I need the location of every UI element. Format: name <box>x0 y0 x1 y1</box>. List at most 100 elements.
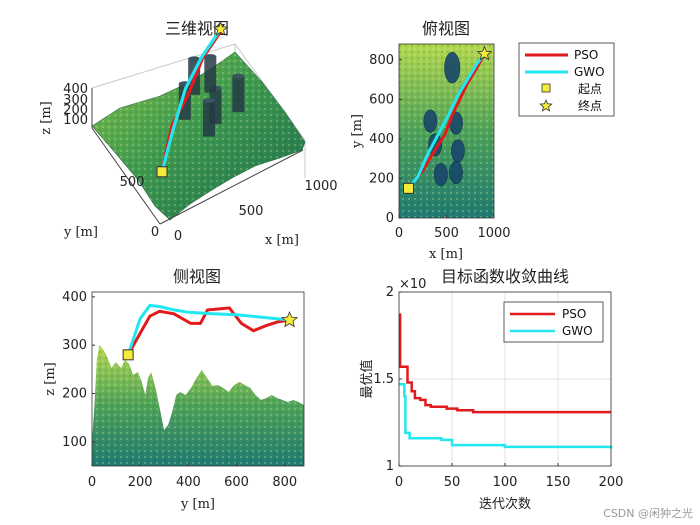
y-tick-side: 400 <box>62 290 87 305</box>
z-tick-3d: 400 <box>63 82 88 97</box>
gwo-path-3d <box>160 28 222 173</box>
y-tick-top: 800 <box>369 53 394 68</box>
chart-top-paths <box>403 45 493 194</box>
chart-3d-paths <box>156 21 229 178</box>
chart-3d-axes <box>91 88 304 225</box>
pso-convergence-line <box>398 313 611 414</box>
chart-conv-legend: PSO GWO <box>503 301 604 343</box>
x-tick-conv: 100 <box>493 475 518 490</box>
chart-conv-ylabel: 最优值 <box>359 359 375 398</box>
y-tick-top: 200 <box>369 171 394 186</box>
end-marker-3d <box>213 21 229 36</box>
gwo-convergence-line <box>399 382 613 449</box>
chart-top-ylabel: y [m] <box>350 114 365 149</box>
x-tick-3d: 0 <box>174 229 182 244</box>
pso-path-top <box>407 53 486 190</box>
x-tick-3d: 1000 <box>304 179 337 194</box>
y-tick-side: 200 <box>62 387 87 402</box>
obstacle-top <box>433 163 448 187</box>
chart-side-ylabel: z [m] <box>43 362 58 395</box>
chart-top-ticks: 0 500 1000 0 200 400 600 800 <box>369 53 510 241</box>
obstacle-top <box>423 109 438 133</box>
x-tick-side: 200 <box>128 475 153 490</box>
chart-top-xlabel: x [m] <box>429 247 463 262</box>
chart-3d-title: 三维视图 <box>165 19 229 38</box>
x-tick-side: 0 <box>88 475 96 490</box>
chart-side-view: 侧视图 0 200 400 600 800 100 200 300 400 y [m] z [m… <box>43 267 305 512</box>
y-tick-top: 0 <box>386 211 394 226</box>
obstacle-cylinder-top <box>232 73 245 79</box>
obstacle-cylinder <box>204 56 217 93</box>
chart-3d-ylabel: y [m] <box>63 225 98 240</box>
x-tick-conv: 0 <box>395 475 403 490</box>
obstacle-cylinder <box>202 100 215 137</box>
start-marker-top <box>403 182 414 194</box>
y-tick-side: 100 <box>62 435 87 450</box>
x-tick-3d: 500 <box>239 204 264 219</box>
watermark: CSDN @闲狆之光 <box>603 506 693 520</box>
x-tick-side: 600 <box>224 475 249 490</box>
conv-legend-box <box>503 301 604 343</box>
obstacle-top <box>444 52 461 84</box>
chart-side-ticks: 0 200 400 600 800 100 200 300 400 <box>62 290 297 490</box>
z-tick-3d: 200 <box>63 103 88 118</box>
conv-legend-pso-label: PSO <box>562 307 586 321</box>
chart-conv-ticks: 0 50 100 150 200 1 1.5 2 <box>373 285 623 490</box>
chart-3d-xlabel: x [m] <box>265 233 299 248</box>
start-marker-3d <box>156 166 168 178</box>
chart-top-legend: PSO GWO 起点 终点 <box>518 42 615 117</box>
obstacle-cylinder-top <box>204 54 217 60</box>
end-marker-top <box>476 45 493 61</box>
chart-top-title: 俯视图 <box>422 19 470 38</box>
gwo-path-top <box>407 52 486 190</box>
obstacle-cylinder-top <box>202 98 215 104</box>
chart-conv-title: 目标函数收敛曲线 <box>441 267 569 286</box>
chart-side-terrain-ridge <box>92 345 304 466</box>
side-terrain-texture <box>92 345 304 466</box>
chart-conv-lines <box>398 313 613 449</box>
obstacle-cylinder <box>232 76 245 113</box>
obstacle-top <box>449 161 463 185</box>
y-tick-side: 300 <box>62 338 87 353</box>
chart-top-obstacles <box>423 52 465 187</box>
obstacle-top <box>428 133 442 157</box>
x-tick-top: 0 <box>395 226 403 241</box>
y-tick-conv: 2 <box>386 285 394 300</box>
x-tick-side: 800 <box>272 475 297 490</box>
gwo-path-side <box>126 303 290 356</box>
chart-side-frame <box>91 291 305 467</box>
chart-conv-exponent: ×10 <box>399 277 426 292</box>
obstacle-cylinder-top <box>188 56 201 62</box>
start-marker-side <box>122 349 134 361</box>
x-tick-conv: 150 <box>546 475 571 490</box>
x-tick-top: 500 <box>434 226 459 241</box>
x-tick-top: 1000 <box>477 226 510 241</box>
y-tick-3d: 500 <box>120 175 145 190</box>
chart-side-paths <box>122 303 299 361</box>
pso-path-side <box>126 306 290 356</box>
legend-pso-label: PSO <box>574 48 598 62</box>
y-tick-3d: 0 <box>151 225 159 240</box>
chart-top-view: 俯视图 0 500 1000 0 200 400 600 800 x [m] y [m] PS… <box>350 19 615 262</box>
chart-conv-xlabel: 迭代次数 <box>479 496 531 512</box>
legend-end-label: 终点 <box>578 98 602 113</box>
chart-side-xlabel: y [m] <box>180 497 215 512</box>
chart-side-title: 侧视图 <box>173 267 221 286</box>
legend-start-label: 起点 <box>578 82 602 96</box>
y-tick-top: 400 <box>369 132 394 147</box>
y-tick-conv: 1 <box>386 459 394 474</box>
z-tick-3d: 100 <box>63 113 88 128</box>
legend-gwo-label: GWO <box>574 65 605 79</box>
z-tick-3d: 300 <box>63 93 88 108</box>
x-tick-side: 400 <box>176 475 201 490</box>
obstacle-top <box>450 139 465 163</box>
x-tick-conv: 200 <box>599 475 624 490</box>
x-tick-conv: 50 <box>444 475 461 490</box>
chart-3d-zlabel: z [m] <box>39 101 54 134</box>
legend-start-marker <box>541 83 551 93</box>
end-marker-side <box>280 310 299 328</box>
